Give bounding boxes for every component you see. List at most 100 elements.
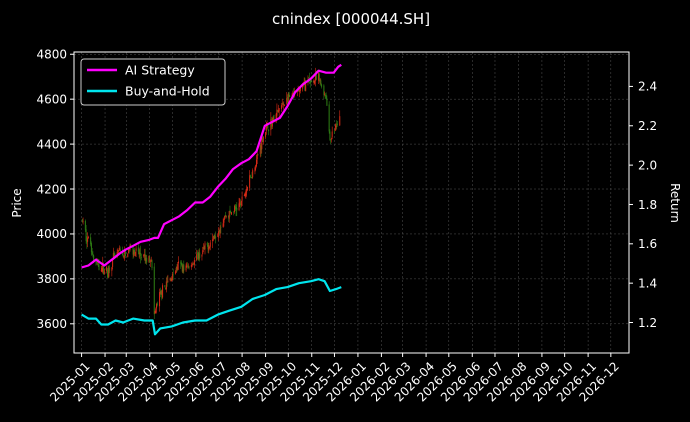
candle-body [198, 253, 200, 259]
candle-body [324, 93, 326, 95]
candle-body [132, 246, 134, 255]
candle-body [209, 246, 211, 248]
candle-body [112, 253, 114, 258]
candle-body [90, 237, 92, 245]
candle-body [209, 242, 211, 247]
candle-body [150, 260, 152, 262]
candle-body [81, 219, 83, 222]
y2-tick-label: 2.0 [638, 158, 657, 172]
candle-body [197, 252, 199, 260]
candle-body [191, 265, 193, 267]
candle-body [148, 256, 150, 262]
candle-body [208, 247, 210, 251]
chart-title: cnindex [000044.SH] [272, 10, 430, 28]
candle-body [134, 251, 136, 256]
candle-body [325, 94, 327, 99]
candle-body [245, 191, 247, 196]
candle-body [149, 257, 151, 263]
candle-body [124, 250, 126, 257]
candle-body [240, 200, 242, 206]
candle-body [87, 237, 89, 239]
candle-body [117, 250, 119, 251]
candle-body [177, 264, 179, 269]
candle-body [180, 262, 182, 264]
candle-body [177, 261, 179, 264]
candle-body [314, 80, 316, 82]
candle-body [243, 194, 245, 196]
candle-body [133, 251, 135, 256]
candle-body [112, 258, 114, 267]
candle-body [223, 219, 225, 223]
candle-body [187, 265, 189, 267]
candle-body [235, 207, 237, 210]
candle-body [287, 96, 289, 103]
candle-body [143, 254, 145, 257]
candle-body [319, 80, 321, 81]
candle-body [330, 140, 332, 142]
candle-body [239, 201, 241, 204]
candle-body [302, 83, 304, 89]
candle-body [144, 254, 146, 261]
candle-body [159, 290, 161, 294]
candle-body [108, 267, 110, 277]
candle-body [330, 138, 332, 140]
candle-body [212, 239, 214, 242]
candle-body [315, 74, 317, 81]
y-tick-label: 3600 [36, 317, 67, 331]
candle-body [90, 243, 92, 253]
candle-body [175, 268, 177, 273]
candle-body [145, 257, 147, 261]
candle-body [240, 203, 242, 206]
candle-body [84, 220, 86, 230]
candle-body [166, 281, 168, 283]
candle-body [321, 84, 323, 87]
candle-body [336, 123, 338, 125]
candle-body [182, 265, 184, 272]
candle-body [190, 264, 192, 268]
candle-body [134, 249, 136, 255]
y2-axis-label: Return [668, 183, 682, 223]
candle-body [161, 289, 163, 299]
candle-body [215, 236, 217, 239]
candle-body [199, 252, 201, 259]
candle-body [107, 270, 109, 277]
y-tick-label: 4600 [36, 92, 67, 106]
candle-body [193, 263, 195, 264]
candle-body [252, 170, 254, 178]
candle-body [101, 268, 103, 272]
candle-body [224, 216, 226, 220]
candle-body [98, 264, 100, 270]
candle-body [271, 120, 273, 127]
candle-body [278, 108, 280, 111]
candle-body [309, 80, 311, 82]
candle-body [123, 255, 125, 257]
candle-body [249, 175, 251, 188]
y2-tick-label: 2.4 [638, 80, 657, 94]
y-tick-label: 4400 [36, 137, 67, 151]
candle-body [255, 165, 257, 169]
candle-body [93, 255, 95, 263]
candle-body [336, 124, 338, 125]
candle-body [124, 250, 126, 255]
candle-body [288, 92, 290, 97]
candle-body [273, 114, 275, 123]
candle-body [219, 227, 221, 234]
candle-body [320, 80, 322, 85]
candle-body [171, 278, 173, 282]
candle-body [305, 82, 307, 92]
candle-body [272, 116, 274, 122]
candle-body [224, 214, 226, 217]
candle-body [246, 186, 248, 191]
candle-body [277, 110, 279, 112]
candle-body [250, 177, 252, 178]
strategy-lines [81, 63, 342, 336]
candle-body [127, 253, 129, 258]
candle-body [220, 227, 222, 228]
candle-body [339, 116, 341, 126]
candle-body [212, 236, 214, 240]
candle-body [217, 234, 219, 237]
candle-body [153, 266, 155, 315]
candle-body [146, 257, 148, 263]
candle-body [228, 211, 230, 219]
candle-body [313, 80, 315, 84]
